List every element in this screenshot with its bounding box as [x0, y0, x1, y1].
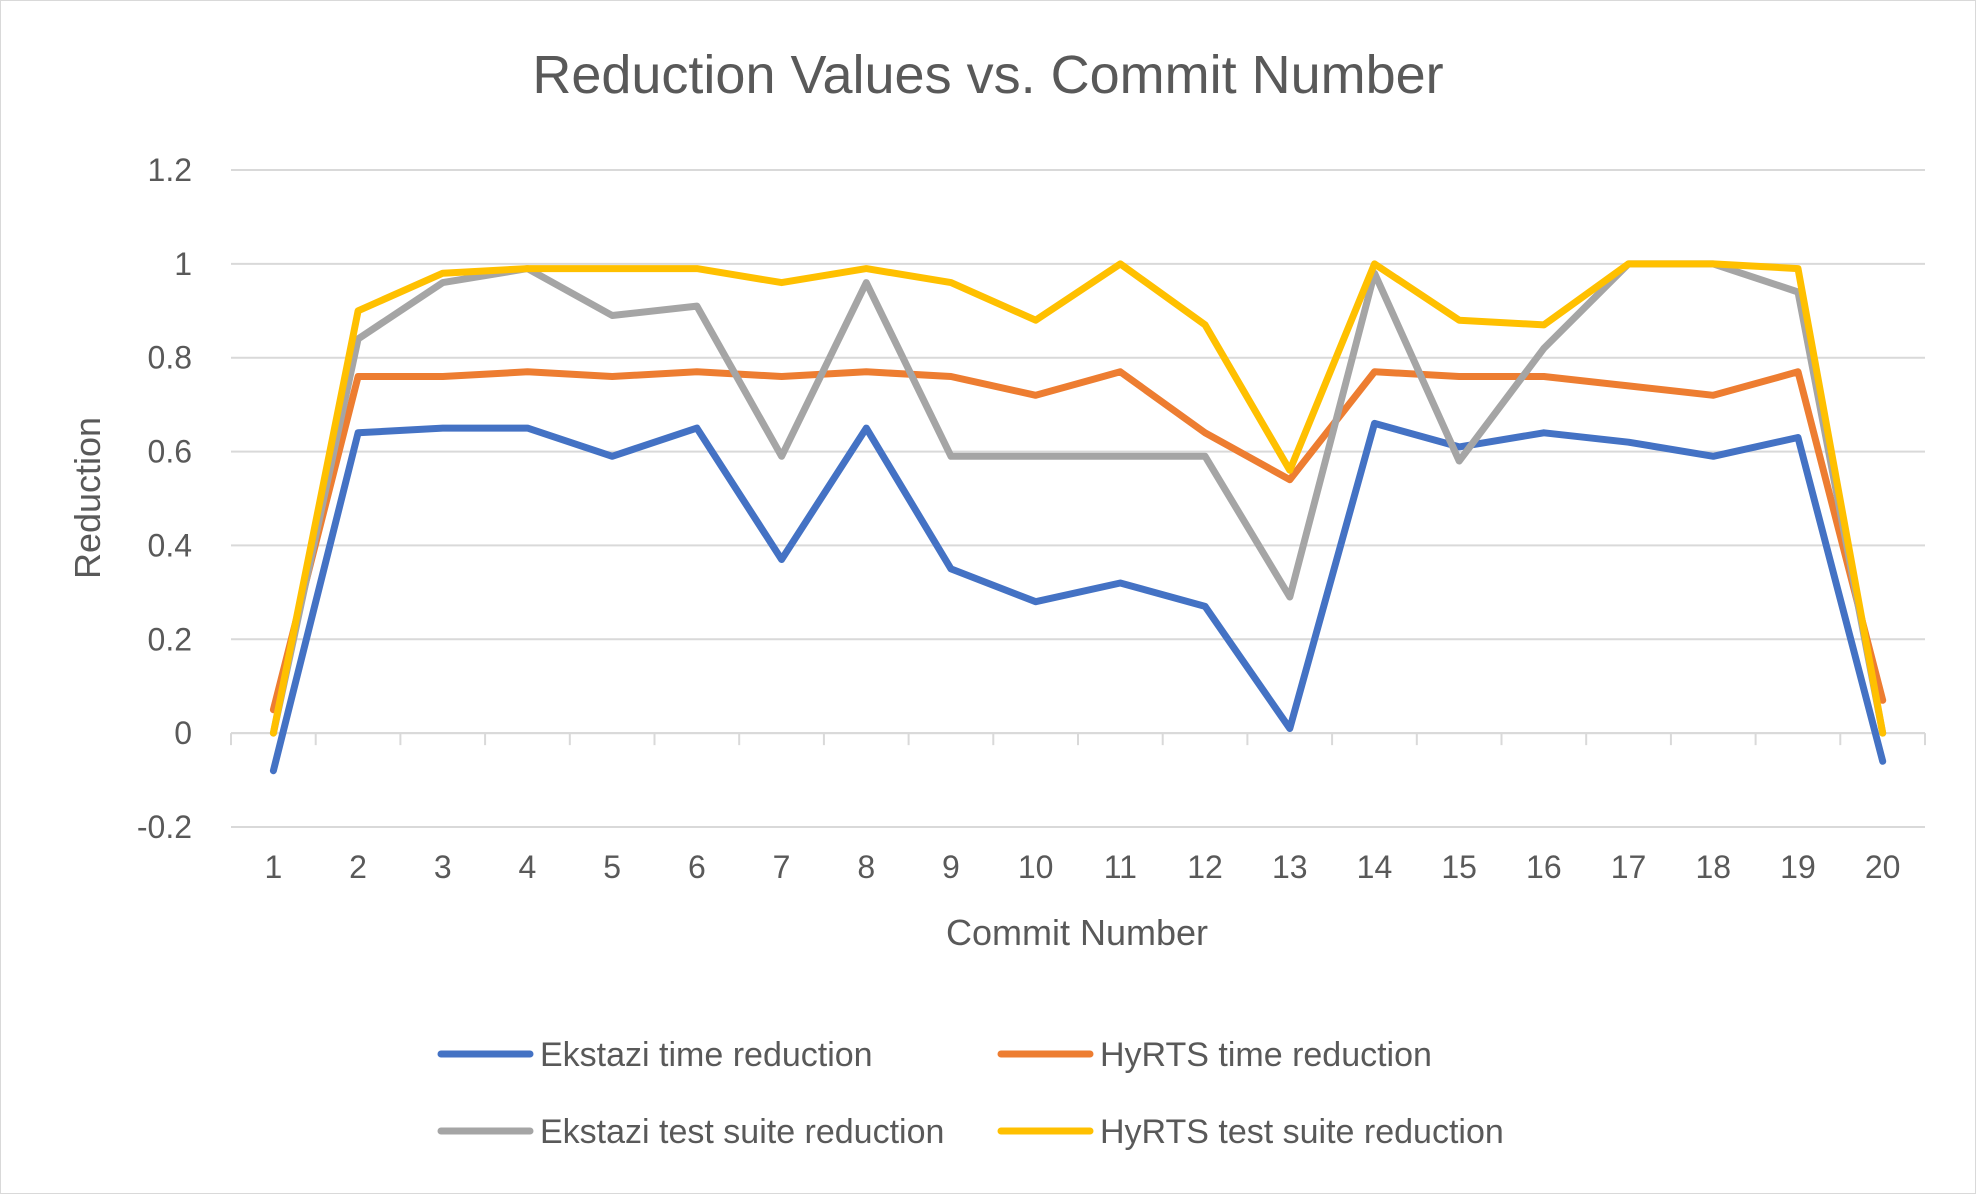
y-tick-label: 0.4	[148, 527, 192, 563]
x-axis-tick-labels: 1 2 3 4 5 6 7 8 9 10 11 12 13 14 15 16 17 18 19 20	[264, 849, 1900, 885]
x-tick-label: 7	[773, 849, 791, 885]
x-tick-label: 4	[519, 849, 537, 885]
x-tick-label: 12	[1187, 849, 1223, 885]
y-tick-label: -0.2	[137, 809, 192, 845]
legend-label: Ekstazi test suite reduction	[540, 1113, 944, 1151]
x-tick-label: 20	[1865, 849, 1901, 885]
y-tick-label: 0.6	[148, 434, 192, 470]
x-tick-label: 15	[1441, 849, 1477, 885]
x-tick-label: 6	[688, 849, 706, 885]
y-axis-title: Reduction	[67, 417, 108, 579]
y-tick-label: 0.8	[148, 340, 192, 376]
x-tick-label: 3	[434, 849, 452, 885]
y-tick-label: 0	[174, 715, 192, 751]
x-tick-label: 17	[1611, 849, 1647, 885]
series-lines	[269, 260, 1887, 775]
y-tick-label: 1	[174, 246, 192, 282]
series-line-hyrts-time-reduction	[269, 368, 1887, 714]
legend: Ekstazi time reduction HyRTS time reducti…	[437, 1036, 1504, 1151]
x-tick-label: 2	[349, 849, 367, 885]
series-line-hyrts-test-suite-reduction	[269, 260, 1887, 737]
y-tick-label: 0.2	[148, 621, 192, 657]
x-tick-label: 14	[1357, 849, 1393, 885]
y-axis-tick-labels: 1.2 1 0.8 0.6 0.4 0.2 0 -0.2	[137, 152, 192, 845]
legend-label: HyRTS test suite reduction	[1100, 1113, 1504, 1151]
chart-title: Reduction Values vs. Commit Number	[532, 45, 1443, 105]
x-axis	[230, 732, 1926, 746]
x-tick-label: 13	[1272, 849, 1308, 885]
x-tick-label: 16	[1526, 849, 1562, 885]
x-axis-title: Commit Number	[946, 912, 1208, 953]
x-tick-label: 1	[264, 849, 282, 885]
legend-label: Ekstazi time reduction	[540, 1036, 873, 1074]
legend-label: HyRTS time reduction	[1100, 1036, 1432, 1074]
x-tick-label: 8	[857, 849, 875, 885]
x-tick-label: 5	[603, 849, 621, 885]
series-line-ekstazi-time-reduction	[269, 419, 1887, 775]
x-tick-label: 9	[942, 849, 960, 885]
y-tick-label: 1.2	[148, 152, 192, 188]
x-tick-label: 19	[1780, 849, 1816, 885]
x-tick-label: 11	[1104, 849, 1137, 885]
x-tick-label: 18	[1695, 849, 1731, 885]
series-line-ekstazi-test-suite-reduction	[269, 260, 1887, 737]
x-tick-label: 10	[1018, 849, 1054, 885]
